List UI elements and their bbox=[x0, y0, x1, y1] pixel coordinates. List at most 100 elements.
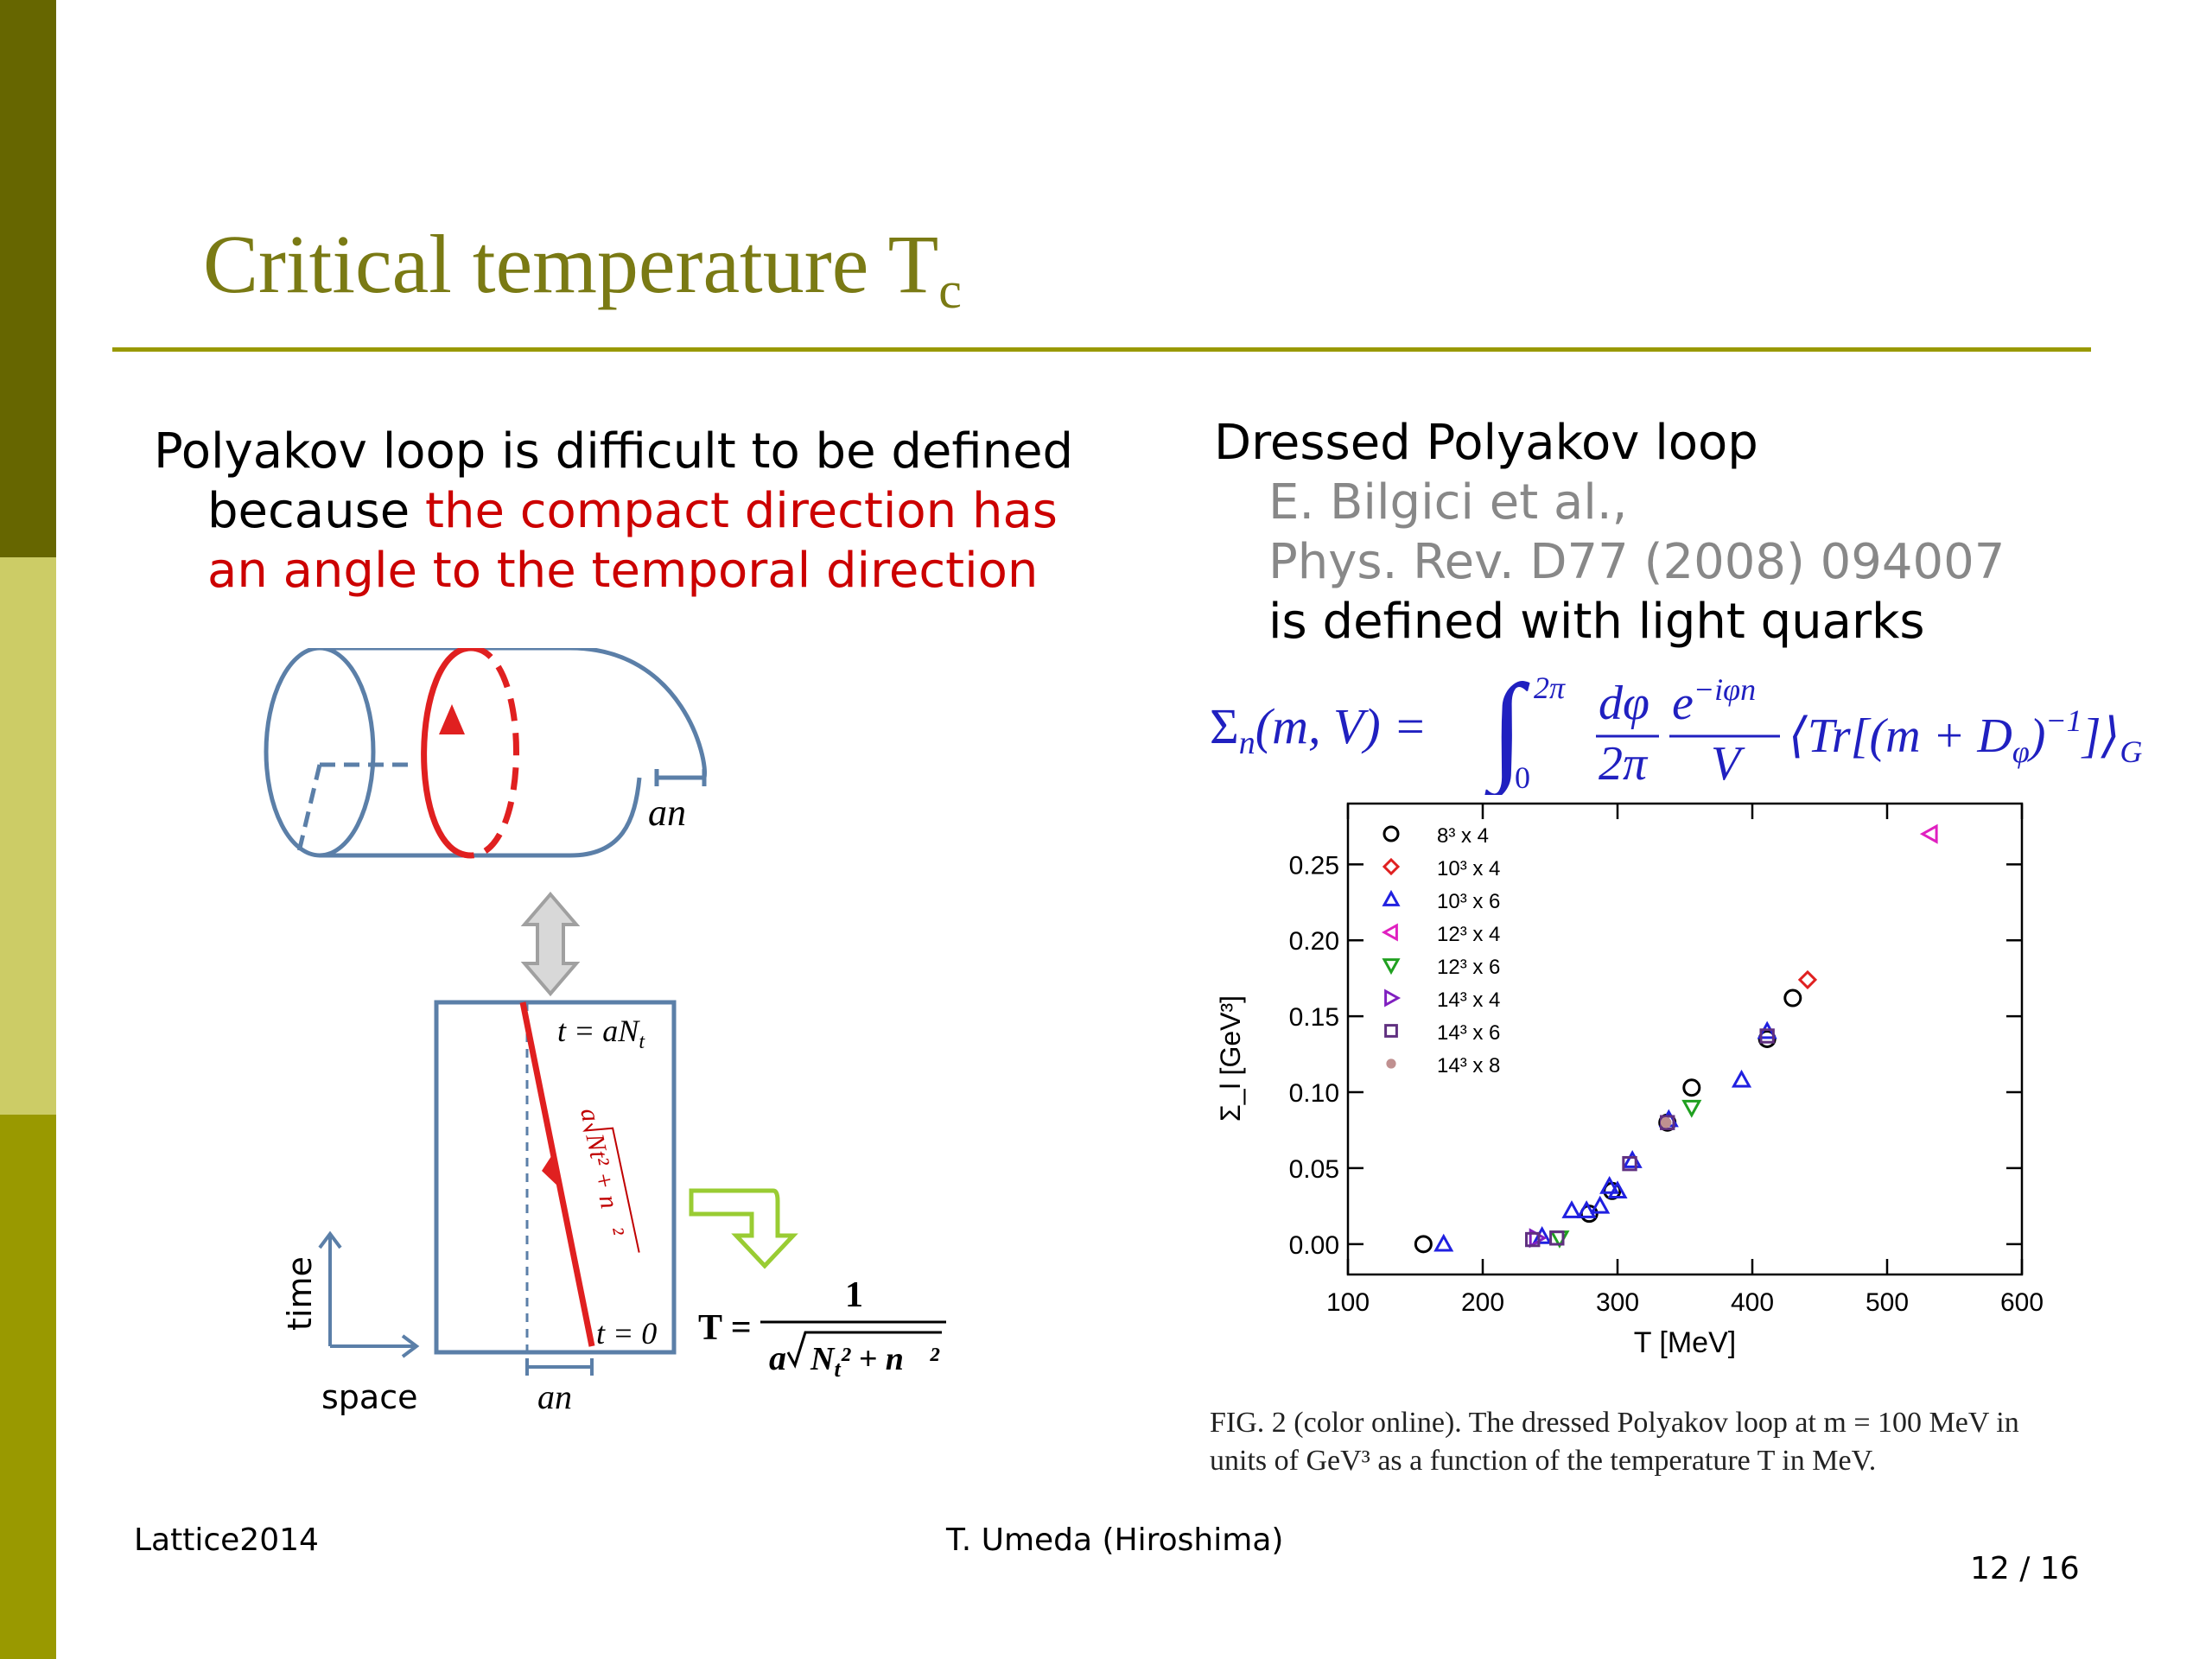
footer-author: T. Umeda (Hiroshima) bbox=[946, 1522, 1284, 1558]
data-point bbox=[1433, 1233, 1454, 1252]
left-text-line1: Polyakov loop is difficult to be defined bbox=[154, 423, 1074, 480]
data-point bbox=[1797, 969, 1818, 990]
axes-icon bbox=[318, 1230, 420, 1358]
label-an-bottom: an⃗ bbox=[537, 1377, 599, 1416]
legend-marker bbox=[1382, 825, 1400, 842]
data-point bbox=[1599, 1175, 1620, 1194]
dressed-polyakov-formula: Σn(m, V) = ∫ 2π 0 dφ 2π e−iφn V ⟨Tr[(m +… bbox=[1210, 665, 2142, 795]
y-tick-label: 0.10 bbox=[1289, 1079, 1339, 1108]
y-axis-label: Σ_l [GeV³] bbox=[1215, 995, 1246, 1122]
svg-text:Σn(m, V) =: Σn(m, V) = bbox=[1210, 698, 1427, 761]
data-point bbox=[1731, 1069, 1752, 1088]
data-point bbox=[1622, 1155, 1637, 1172]
legend-marker bbox=[1384, 988, 1402, 1007]
legend-marker bbox=[1386, 1058, 1396, 1069]
data-point bbox=[1919, 823, 1938, 844]
svg-text:2π: 2π bbox=[1599, 737, 1649, 791]
footer-conference: Lattice2014 bbox=[134, 1522, 319, 1558]
data-point bbox=[1561, 1200, 1582, 1218]
x-tick-label: 400 bbox=[1731, 1288, 1774, 1317]
legend-label: 12³ x 6 bbox=[1437, 956, 1500, 979]
legend-marker bbox=[1382, 958, 1401, 976]
lattice-box bbox=[434, 1000, 677, 1355]
data-point bbox=[1549, 1230, 1565, 1246]
polyakov-geometry-diagram: an⃗ t = aNt t = 0 a Nt² + n⃗² an⃗ time s… bbox=[264, 648, 946, 1416]
slide-title: Critical temperature Tc bbox=[203, 218, 962, 319]
svg-text:1: 1 bbox=[845, 1275, 863, 1315]
dressed-polyakov-chart: 0.00 0.05 0.10 0.15 0.20 0.25 100 200 300 400 500… bbox=[1215, 802, 2044, 1359]
svg-text:Nt² + n⃗²: Nt² + n⃗² bbox=[810, 1341, 940, 1382]
data-point bbox=[1758, 1030, 1777, 1048]
green-arrow-icon bbox=[689, 1188, 798, 1269]
data-point bbox=[1682, 1078, 1701, 1097]
plot-frame bbox=[1346, 802, 2024, 1276]
left-text-line3: an angle to the temporal direction bbox=[207, 543, 1039, 599]
data-point bbox=[1525, 1231, 1541, 1248]
y-tick-label: 0.00 bbox=[1289, 1231, 1339, 1260]
data-point bbox=[1576, 1200, 1597, 1218]
svg-text:a: a bbox=[575, 1106, 605, 1125]
legend-label: 10³ x 6 bbox=[1437, 890, 1500, 913]
title-divider bbox=[112, 347, 2091, 352]
axis-space-label: space bbox=[321, 1378, 417, 1416]
right-heading: Dressed Polyakov loop bbox=[1214, 415, 1758, 471]
legend-marker bbox=[1382, 889, 1401, 906]
x-tick-label: 200 bbox=[1461, 1288, 1504, 1317]
bottom-an-marker bbox=[525, 1358, 594, 1376]
reference-journal: Phys. Rev. D77 (2008) 094007 bbox=[1268, 534, 2005, 590]
y-tick-label: 0.15 bbox=[1289, 1003, 1339, 1032]
data-point bbox=[1622, 1150, 1643, 1168]
y-tick-label: 0.05 bbox=[1289, 1155, 1339, 1184]
legend-marker bbox=[1382, 857, 1401, 876]
legend-label: 12³ x 4 bbox=[1437, 923, 1500, 946]
svg-text:dφ: dφ bbox=[1599, 677, 1649, 730]
x-axis-label: T [MeV] bbox=[1634, 1326, 1736, 1359]
svg-text:Nt² + n⃗²: Nt² + n⃗² bbox=[580, 1130, 630, 1239]
axis-time-label: time bbox=[281, 1256, 319, 1331]
svg-text:T =: T = bbox=[698, 1308, 752, 1348]
cylinder-loop bbox=[421, 648, 519, 859]
left-text-line2: because the compact direction has bbox=[207, 483, 1058, 539]
data-point bbox=[1783, 988, 1802, 1007]
temperature-formula: T = 1 a Nt² + n⃗² bbox=[698, 1275, 946, 1382]
data-point bbox=[1590, 1195, 1611, 1214]
svg-text:a: a bbox=[769, 1338, 786, 1377]
legend-label: 14³ x 8 bbox=[1437, 1054, 1500, 1077]
reference-authors: E. Bilgici et al., bbox=[1268, 474, 1628, 531]
label-t-aNt: t = aNt bbox=[557, 1014, 645, 1053]
legend-label: 14³ x 4 bbox=[1437, 988, 1500, 1012]
title-subscript: c bbox=[938, 262, 962, 319]
double-arrow-icon bbox=[520, 891, 581, 997]
y-tick-label: 0.20 bbox=[1289, 927, 1339, 956]
x-tick-label: 100 bbox=[1326, 1288, 1370, 1317]
svg-text:0: 0 bbox=[1515, 760, 1530, 795]
data-point bbox=[1660, 1116, 1672, 1128]
x-tick-label: 500 bbox=[1866, 1288, 1909, 1317]
figure-caption: FIG. 2 (color online). The dressed Polya… bbox=[1210, 1407, 2019, 1477]
data-point bbox=[1414, 1235, 1433, 1254]
diag-length-label: a Nt² + n⃗² bbox=[575, 1106, 640, 1253]
sidebar-stripe-mid bbox=[0, 1115, 56, 1659]
loop-arrowhead bbox=[439, 704, 465, 734]
left-text-highlight: the compact direction has bbox=[425, 483, 1058, 539]
label-an-top: an⃗ bbox=[648, 791, 715, 834]
svg-text:2π: 2π bbox=[1534, 671, 1566, 705]
footer-page-number: 12 / 16 bbox=[1970, 1551, 2080, 1586]
data-point bbox=[1759, 1028, 1775, 1044]
twisted-loop-line bbox=[519, 1001, 595, 1347]
legend-label: 14³ x 6 bbox=[1437, 1021, 1500, 1045]
x-tick-label: 600 bbox=[2000, 1288, 2044, 1317]
line-arrowhead bbox=[542, 1154, 560, 1188]
svg-text:V: V bbox=[1711, 737, 1745, 791]
defined-text: is defined with light quarks bbox=[1268, 594, 1925, 650]
legend-marker bbox=[1381, 923, 1398, 942]
legend-marker bbox=[1384, 1024, 1398, 1038]
y-tick-label: 0.25 bbox=[1289, 851, 1339, 880]
data-point bbox=[1681, 1099, 1702, 1118]
sidebar-stripe-dark bbox=[0, 0, 56, 557]
sidebar-stripe-light bbox=[0, 557, 56, 1115]
integral-sign: ∫ bbox=[1484, 665, 1530, 795]
data-point bbox=[1607, 1180, 1628, 1199]
legend-label: 10³ x 4 bbox=[1437, 857, 1500, 880]
x-tick-label: 300 bbox=[1596, 1288, 1639, 1317]
